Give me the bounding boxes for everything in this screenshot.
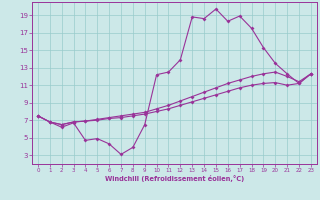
X-axis label: Windchill (Refroidissement éolien,°C): Windchill (Refroidissement éolien,°C) [105,175,244,182]
